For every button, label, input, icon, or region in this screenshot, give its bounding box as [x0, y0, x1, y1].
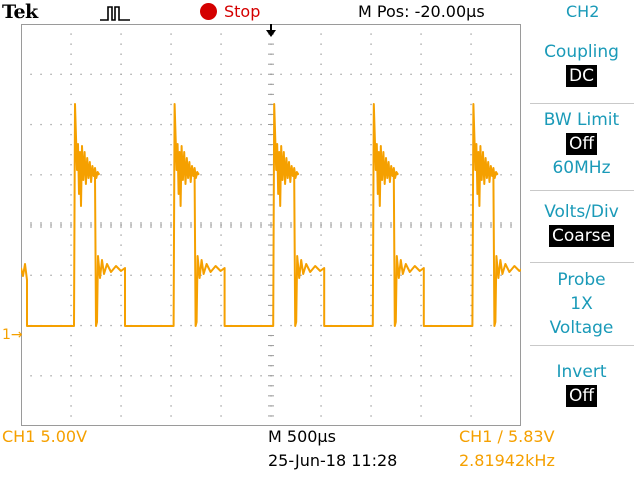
menu-divider [530, 103, 634, 104]
volts-div-option[interactable]: Volts/Div Coarse [523, 200, 640, 248]
waveform-display [21, 24, 521, 426]
ch1-ground-marker: 1→ [2, 327, 23, 343]
coupling-option[interactable]: Coupling DC [523, 40, 640, 88]
trigger-position-icon [266, 24, 276, 37]
trigger-readout: CH1 ∕ 5.83V [459, 427, 555, 446]
run-state[interactable]: Stop [224, 2, 261, 21]
volts-div-label: Volts/Div [544, 202, 619, 222]
menu-divider [530, 345, 634, 346]
probe-note: Voltage [549, 318, 614, 338]
horizontal-position: M Pos: -20.00µs [358, 2, 485, 21]
date-time: 25-Jun-18 11:28 [268, 451, 398, 470]
selected-channel: CH2 [566, 2, 600, 21]
ch1-scale: CH1 5.00V [2, 427, 88, 446]
menu-divider [530, 190, 634, 191]
probe-value: 1X [570, 294, 593, 314]
brand-logo: Tek [2, 1, 38, 23]
probe-option[interactable]: Probe 1X Voltage [523, 268, 640, 340]
bw-limit-note: 60MHz [552, 158, 611, 178]
trigger-pulse-icon [100, 6, 130, 21]
invert-label: Invert [556, 362, 607, 382]
red-dot-icon [200, 3, 217, 20]
bw-limit-option[interactable]: BW Limit Off 60MHz [523, 108, 640, 180]
probe-label: Probe [557, 270, 606, 290]
invert-value: Off [565, 385, 598, 407]
coupling-label: Coupling [544, 42, 619, 62]
bw-limit-value: Off [565, 133, 598, 155]
bw-limit-label: BW Limit [543, 110, 620, 130]
graticule [21, 24, 521, 426]
timebase: M 500µs [268, 427, 336, 446]
invert-option[interactable]: Invert Off [523, 360, 640, 408]
volts-div-value: Coarse [549, 225, 614, 247]
menu-divider [530, 262, 634, 263]
frequency-readout: 2.81942kHz [459, 451, 555, 470]
ch1-waveform [21, 103, 521, 327]
coupling-value: DC [566, 65, 597, 87]
